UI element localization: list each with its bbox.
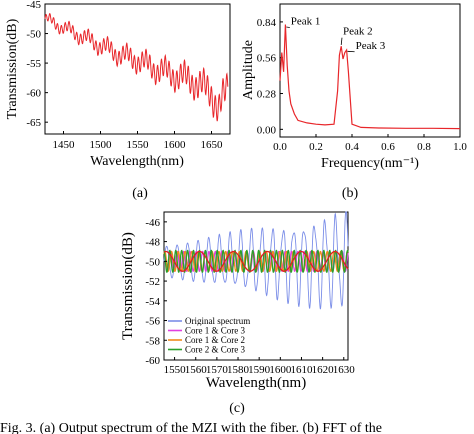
panel-b-peak-annotations: Peak 1 Peak 2 Peak 3 xyxy=(286,15,386,53)
panel-c-x-tick-label: 1580 xyxy=(227,364,250,376)
legend-entry: Core 1 & Core 2 xyxy=(185,335,245,345)
panel-a-y-tick-label: -55 xyxy=(26,58,41,70)
panel-c-x-ticks: 1550 1560 1570 1580 1590 1600 1610 1620 1630 xyxy=(164,357,356,376)
panel-b-x-tick-label: 0.6 xyxy=(381,141,395,153)
panel-a-y-tick-label: -50 xyxy=(26,29,41,41)
peak-annotation-label: Peak 1 xyxy=(291,15,321,27)
panel-b-x-tick-label: 0.8 xyxy=(417,141,431,153)
panel-b-x-axis-label: Frequency(nm⁻¹) xyxy=(321,156,419,171)
panel-a-y-tick-label: -60 xyxy=(26,88,41,100)
legend-bg xyxy=(167,325,249,335)
legend-bg xyxy=(167,316,249,325)
panel-a-x-ticks: 1450 1500 1550 1600 1650 xyxy=(53,131,224,151)
panel-c-x-tick-label: 1630 xyxy=(333,364,356,376)
panel-a-y-tick-label: -65 xyxy=(26,117,41,129)
panel-b-y-axis-label: Amplitude xyxy=(241,40,256,100)
panel-b-caption: (b) xyxy=(342,186,359,201)
panel-c-x-tick-label: 1550 xyxy=(164,364,187,376)
panel-b-y-ticks: 0.84 0.56 0.28 0.00 xyxy=(257,17,283,136)
legend-entry: Core 1 & Core 3 xyxy=(185,326,245,336)
panel-c-x-axis-label: Wavelength(nm) xyxy=(206,375,306,391)
panel-c-x-tick-label: 1570 xyxy=(206,364,229,376)
panel-b: 0.0 0.2 0.4 0.6 0.8 1.0 0.84 0.56 0.28 0.00 Peak… xyxy=(241,3,467,201)
peak-annotation-label: Peak 2 xyxy=(343,26,373,38)
panel-a-x-tick-label: 1550 xyxy=(127,139,150,151)
panel-c-y-tick-label: -54 xyxy=(145,296,160,308)
panel-c: 1550 1560 1570 1580 1590 1600 1610 1620 1630 -46… xyxy=(120,211,356,416)
panel-b-x-tick-label: 0.0 xyxy=(273,141,287,153)
envelope-line xyxy=(163,250,349,272)
peak-annotation-arrow xyxy=(340,37,343,45)
panel-b-x-tick-label: 1.0 xyxy=(453,141,467,153)
panel-c-caption: (c) xyxy=(229,401,245,416)
peak-annotation-label: Peak 3 xyxy=(356,40,386,52)
panel-b-fft-line xyxy=(279,24,461,130)
panel-b-plot-frame xyxy=(279,3,461,138)
panel-a-x-tick-label: 1600 xyxy=(164,139,187,151)
panel-c-x-tick-label: 1590 xyxy=(248,364,271,376)
panel-a-x-tick-label: 1450 xyxy=(53,139,76,151)
panel-c-x-tick-label: 1560 xyxy=(185,364,208,376)
legend-bg xyxy=(167,344,249,354)
panel-c-y-tick-label: -46 xyxy=(145,217,160,229)
panel-b-x-tick-label: 0.2 xyxy=(309,141,323,153)
panel-c-x-tick-label: 1620 xyxy=(312,364,335,376)
core2-core3-line xyxy=(163,249,349,273)
panel-c-x-tick-label: 1600 xyxy=(269,364,292,376)
panel-c-y-tick-label: -60 xyxy=(145,355,160,367)
panel-a-y-axis-label: Transmission(dB) xyxy=(5,18,20,119)
panel-b-x-tick-label: 0.4 xyxy=(345,141,359,153)
figure-caption: Fig. 3. (a) Output spectrum of the MZI w… xyxy=(0,421,382,434)
panel-a-spectrum-line xyxy=(44,12,229,122)
panel-c-y-tick-label: -56 xyxy=(145,316,160,328)
panel-a-x-axis-label: Wavelength(nm) xyxy=(90,154,184,169)
legend-entry: Original spectrum xyxy=(185,316,250,326)
panel-a-y-ticks: -45 -50 -55 -60 -65 xyxy=(26,0,48,129)
panel-c-series-lines xyxy=(163,211,349,310)
panel-c-y-tick-label: -58 xyxy=(145,335,160,347)
panel-c-y-tick-label: -50 xyxy=(145,256,160,268)
legend-entry: Core 2 & Core 3 xyxy=(185,345,245,355)
panel-a-caption: (a) xyxy=(132,186,148,201)
panel-b-y-tick-label: 0.28 xyxy=(257,89,277,101)
panel-c-y-tick-label: -52 xyxy=(145,276,160,288)
panel-b-y-tick-label: 0.00 xyxy=(257,124,277,136)
panel-c-plot-frame xyxy=(163,211,349,361)
legend-bg xyxy=(167,335,249,344)
panel-c-x-tick-label: 1610 xyxy=(290,364,313,376)
panel-b-y-tick-label: 0.56 xyxy=(257,53,277,65)
panel-c-y-axis-label: Transmission(dB) xyxy=(120,232,136,340)
panel-b-y-tick-label: 0.84 xyxy=(257,17,277,29)
panel-c-y-ticks: -46 -48 -50 -52 -54 -56 -58 -60 xyxy=(145,217,167,367)
panel-c-y-tick-label: -48 xyxy=(145,237,160,249)
panel-b-x-ticks: 0.0 0.2 0.4 0.6 0.8 1.0 xyxy=(273,134,467,153)
panel-a: 1450 1500 1550 1600 1650 -45 -50 -55 -60 -65 Wav… xyxy=(5,0,231,201)
panel-a-x-tick-label: 1500 xyxy=(90,139,113,151)
panel-a-y-tick-label: -45 xyxy=(26,0,41,11)
panel-a-x-tick-label: 1650 xyxy=(201,139,224,151)
